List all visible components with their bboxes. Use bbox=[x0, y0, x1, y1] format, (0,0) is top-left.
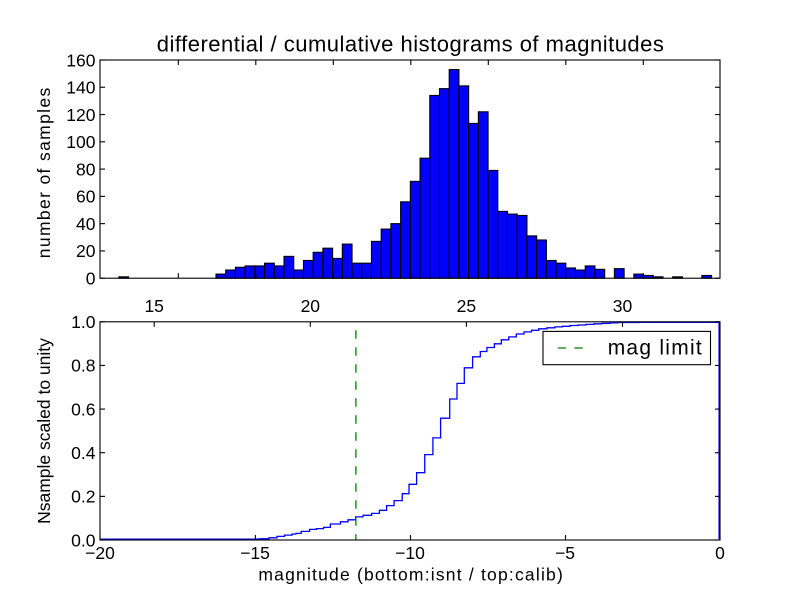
svg-text:differential / cumulative hist: differential / cumulative histograms of … bbox=[157, 32, 665, 57]
svg-text:30: 30 bbox=[613, 296, 633, 316]
svg-text:0.2: 0.2 bbox=[71, 487, 95, 507]
svg-text:40: 40 bbox=[76, 214, 96, 234]
svg-text:20: 20 bbox=[76, 241, 96, 261]
svg-text:0.0: 0.0 bbox=[71, 530, 96, 550]
svg-text:−15: −15 bbox=[240, 543, 270, 563]
svg-text:160: 160 bbox=[66, 50, 95, 70]
svg-text:0.8: 0.8 bbox=[71, 356, 95, 376]
svg-text:100: 100 bbox=[66, 132, 95, 152]
svg-text:mag limit: mag limit bbox=[608, 337, 703, 360]
svg-text:−10: −10 bbox=[395, 543, 425, 563]
svg-text:25: 25 bbox=[457, 296, 476, 316]
svg-text:60: 60 bbox=[76, 187, 96, 207]
svg-text:0: 0 bbox=[715, 543, 725, 563]
svg-text:0: 0 bbox=[86, 269, 96, 289]
svg-text:0.4: 0.4 bbox=[71, 443, 96, 463]
svg-text:−5: −5 bbox=[555, 543, 575, 563]
svg-text:number of samples: number of samples bbox=[34, 86, 54, 258]
svg-text:0.6: 0.6 bbox=[71, 399, 95, 419]
svg-text:140: 140 bbox=[66, 78, 95, 98]
svg-text:magnitude (bottom:isnt / top:c: magnitude (bottom:isnt / top:calib) bbox=[258, 565, 564, 585]
svg-text:−20: −20 bbox=[85, 543, 115, 563]
svg-text:120: 120 bbox=[66, 105, 95, 125]
svg-text:80: 80 bbox=[76, 159, 96, 179]
svg-text:1.0: 1.0 bbox=[71, 312, 96, 332]
svg-text:15: 15 bbox=[144, 296, 163, 316]
svg-text:20: 20 bbox=[301, 296, 321, 316]
svg-text:Nsample scaled to unity: Nsample scaled to unity bbox=[34, 338, 54, 524]
